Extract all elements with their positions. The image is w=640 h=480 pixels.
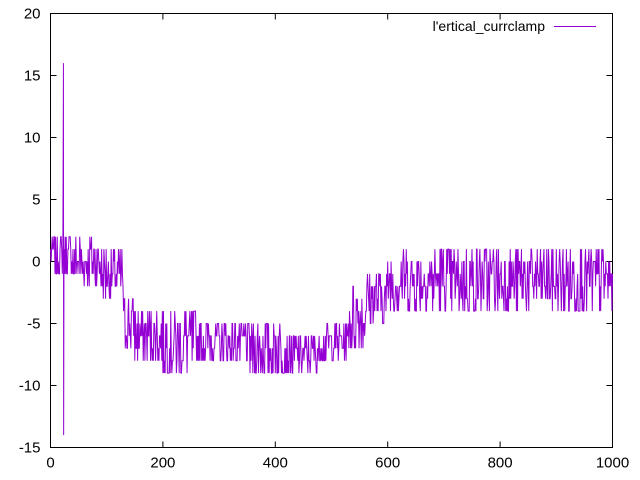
y-tick-label: -10 (19, 378, 41, 395)
y-tick-label: 5 (32, 192, 40, 209)
y-tick-label: 15 (24, 68, 41, 85)
legend: l'ertical_currclamp (433, 18, 596, 34)
legend-label: l'ertical_currclamp (433, 18, 546, 34)
y-tick-label: -15 (19, 440, 41, 457)
x-tick-label: 400 (263, 455, 288, 472)
y-tick-label: 10 (24, 130, 41, 147)
x-tick-label: 200 (150, 455, 175, 472)
y-tick-label: 0 (32, 254, 40, 271)
x-tick-label: 0 (46, 455, 54, 472)
axis-ticks: 0 200 400 600 800 1000 -15 -10 -5 0 5 10 15 20 (19, 6, 629, 472)
x-tick-label: 1000 (596, 455, 629, 472)
series-line-group (50, 63, 613, 436)
plot-area-frame (50, 13, 613, 448)
y-tick-label: -5 (27, 316, 40, 333)
x-tick-label: 800 (488, 455, 513, 472)
x-tick-label: 600 (375, 455, 400, 472)
y-tick-label: 20 (24, 6, 41, 23)
series-line (50, 63, 613, 436)
